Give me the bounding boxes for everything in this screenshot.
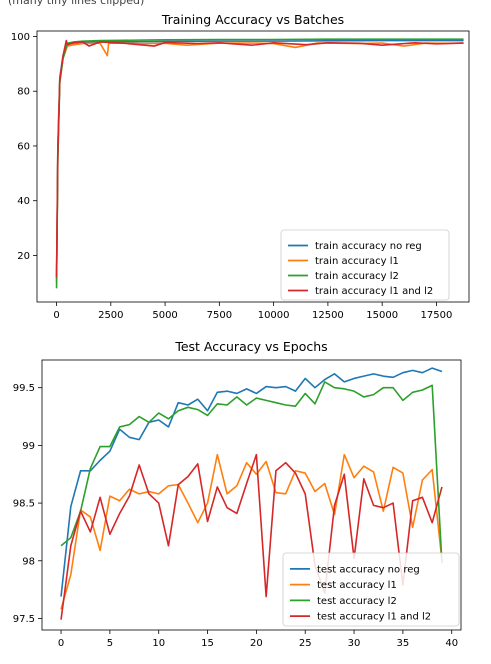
x-tick-label: 30 bbox=[348, 638, 361, 649]
series-group bbox=[60, 367, 443, 620]
test-accuracy-chart: Test Accuracy vs Epochs 0 5 10 15 20 25 30 35 40 9… bbox=[0, 334, 491, 660]
x-tick-label: 10 bbox=[152, 638, 165, 649]
legend-label: train accuracy no reg bbox=[315, 241, 422, 252]
x-tick-label: 0 bbox=[53, 310, 59, 321]
axes-frame bbox=[41, 359, 462, 631]
y-tick-label: 100 bbox=[11, 32, 30, 43]
legend-label: train accuracy l1 bbox=[315, 256, 399, 267]
x-tick-label: 0 bbox=[58, 638, 64, 649]
chart-title: Training Accuracy vs Batches bbox=[161, 12, 344, 27]
series-line-3 bbox=[60, 381, 443, 564]
x-tick-label: 17500 bbox=[421, 310, 453, 321]
legend-label: train accuracy l2 bbox=[315, 271, 399, 282]
x-tick-label: 5000 bbox=[152, 310, 177, 321]
legend-box bbox=[280, 229, 450, 301]
x-tick-label: 25 bbox=[299, 638, 312, 649]
test-accuracy-chart-svg: Test Accuracy vs Epochs 0 5 10 15 20 25 30 35 40 9… bbox=[13, 339, 462, 649]
x-tick-label: 15000 bbox=[366, 310, 398, 321]
legend-label: test accuracy l1 bbox=[317, 580, 397, 591]
series-line-1 bbox=[60, 367, 443, 597]
x-tick-label: 35 bbox=[397, 638, 410, 649]
x-tick-label: 10000 bbox=[258, 310, 290, 321]
y-tick-label: 40 bbox=[17, 196, 30, 207]
x-tick-label: 5 bbox=[107, 638, 113, 649]
y-tick-label: 98.5 bbox=[13, 499, 35, 510]
x-tick-label: 20 bbox=[250, 638, 263, 649]
training-accuracy-chart: Training Accuracy vs Batches 0 2500 5000 750… bbox=[0, 6, 491, 328]
training-accuracy-chart-svg: Training Accuracy vs Batches 0 2500 5000 750… bbox=[11, 12, 470, 321]
y-tick-label: 60 bbox=[17, 141, 30, 152]
x-tick-label: 15 bbox=[201, 638, 214, 649]
series-line-4 bbox=[55, 39, 464, 278]
legend-box bbox=[282, 552, 460, 627]
legend-label: train accuracy l1 and l2 bbox=[315, 286, 433, 297]
y-tick-label: 97.5 bbox=[13, 614, 35, 625]
legend-label: test accuracy l1 and l2 bbox=[317, 612, 431, 623]
y-tick-label: 98 bbox=[22, 556, 35, 567]
series-line-4 bbox=[60, 453, 443, 620]
y-tick-label: 80 bbox=[17, 87, 30, 98]
series-group bbox=[55, 38, 464, 289]
clipped-header-text: (many tiny lines clipped) bbox=[8, 0, 145, 7]
y-tick-label: 99.5 bbox=[13, 383, 35, 394]
y-tick-label: 20 bbox=[17, 251, 30, 262]
series-line-2 bbox=[55, 42, 464, 283]
x-tick-label: 2500 bbox=[98, 310, 123, 321]
legend-label: test accuracy l2 bbox=[317, 596, 397, 607]
y-tick-label: 99 bbox=[22, 441, 35, 452]
x-tick-label: 40 bbox=[445, 638, 458, 649]
chart-title: Test Accuracy vs Epochs bbox=[174, 339, 327, 354]
x-tick-label: 12500 bbox=[312, 310, 344, 321]
legend-label: test accuracy no reg bbox=[317, 564, 420, 575]
x-tick-label: 7500 bbox=[207, 310, 232, 321]
axes-frame bbox=[36, 30, 470, 303]
